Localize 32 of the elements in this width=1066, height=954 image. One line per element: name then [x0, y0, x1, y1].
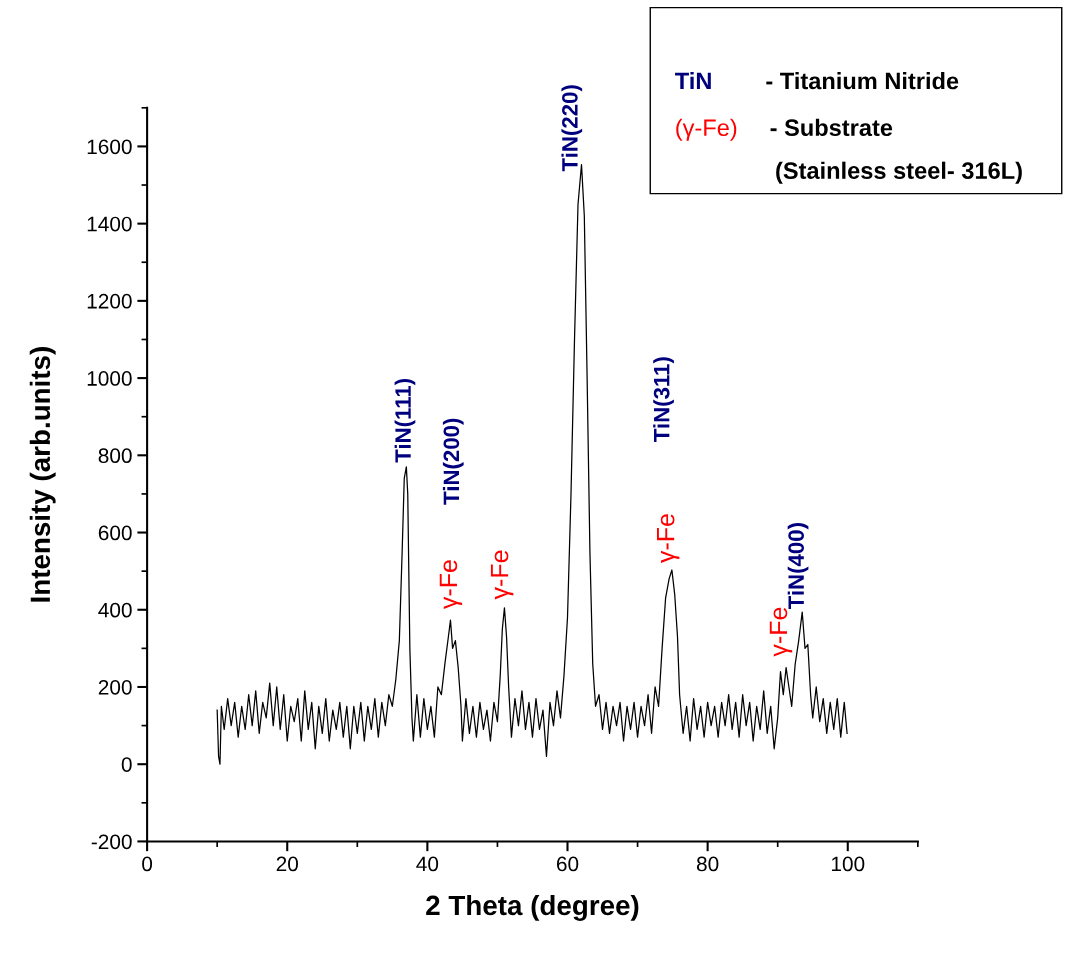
x-tick-label: 20	[276, 856, 299, 872]
annotation: TiN(220)	[561, 85, 583, 172]
text: TiN	[675, 71, 711, 90]
annotation: TiN(200)	[442, 418, 464, 505]
annotation: (γ-Fe)	[676, 118, 737, 141]
annotation: γ-Fe	[657, 514, 680, 563]
annotation: TiN(400)	[787, 523, 809, 610]
y-axis-title: Intensity (arb.units)	[29, 347, 56, 602]
annotation: γ-Fe	[769, 607, 793, 657]
annotation: (Stainless steel- 316L)	[776, 161, 1022, 184]
y-tick-label: 1000	[87, 371, 132, 386]
y-tick-label: 800	[98, 448, 132, 464]
text: - Titanium Nitride	[766, 71, 959, 90]
x-tick-label: 0	[142, 856, 153, 872]
x-axis-title: 2 Theta (degree)	[426, 894, 639, 921]
annotation: TiN(111)	[394, 378, 416, 463]
y-tick-label: 0	[121, 757, 132, 772]
y-tick-label: 1400	[87, 216, 132, 232]
x-tick-label: 100	[831, 856, 865, 872]
y-tick-label: 1600	[87, 139, 132, 155]
annotation: γ-Fe	[490, 550, 514, 600]
annotation: γ-Fe	[439, 560, 463, 609]
y-tick-label: -200	[91, 834, 132, 850]
y-tick-label: 1200	[87, 293, 132, 309]
x-tick-label: 40	[416, 856, 439, 872]
x-tick-label: 60	[556, 856, 579, 872]
y-tick-label: 400	[98, 602, 132, 618]
annotation: - Substrate	[770, 118, 893, 137]
y-tick-label: 600	[98, 525, 132, 541]
x-tick-label: 80	[696, 856, 719, 872]
annotation: TiN(311)	[653, 357, 674, 442]
y-tick-label: 200	[98, 679, 132, 695]
